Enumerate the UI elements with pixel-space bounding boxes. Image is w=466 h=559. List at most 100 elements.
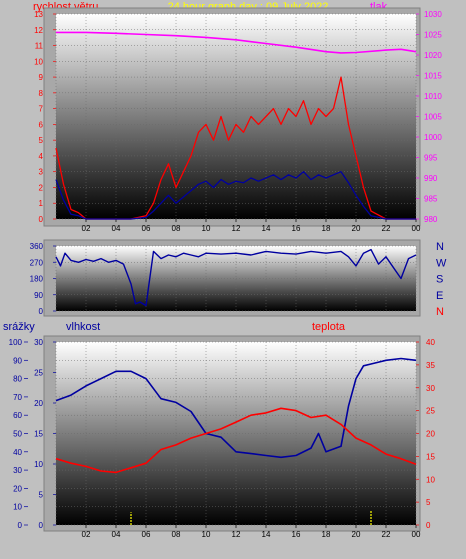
compass-label: N (436, 306, 444, 318)
temperature-label: teplota (312, 321, 346, 333)
x-tick-label: 02 (82, 530, 91, 539)
rain-axis: 0 10 20 30 40 50 60 70 80 90 100 (9, 338, 28, 530)
y-tick-label: 5 (426, 498, 431, 507)
y-tick-label: 1015 (424, 72, 442, 81)
y-tick-label: 40 (426, 338, 435, 347)
y-tick-label: 20 (34, 399, 43, 408)
x-tick-label: 16 (292, 530, 301, 539)
series-humidity (55, 357, 417, 459)
compass-label: W (436, 257, 447, 269)
y-tick-label: 5 (39, 136, 44, 145)
x-tick-label: 18 (322, 224, 331, 233)
y-tick-label: 980 (424, 215, 438, 224)
x-tick-label: 06 (142, 530, 151, 539)
y-tick-label: 90 (13, 356, 22, 365)
y-tick-label: 360 (30, 242, 44, 251)
x-tick-label: 00 (412, 224, 421, 233)
y-tick-label: 20 (426, 430, 435, 439)
series-temperature (55, 407, 417, 474)
x-tick-label: 12 (232, 224, 241, 233)
compass-label: S (436, 274, 443, 286)
x-tick-label: 16 (292, 224, 301, 233)
y-tick-label: 12 (34, 26, 43, 35)
y-tick-label: 1005 (424, 113, 442, 122)
y-tick-label: 40 (13, 448, 22, 457)
y-tick-label: 80 (13, 375, 22, 384)
temperature-axis: 0 5 10 15 20 25 30 35 40 (416, 338, 435, 530)
y-tick-label: 5 (39, 491, 44, 500)
y-tick-label: 10 (13, 503, 22, 512)
humidity-chart-time-axis: 02 04 06 08 10 12 14 16 18 20 22 00 (82, 525, 421, 539)
y-tick-label: 0 (39, 215, 44, 224)
y-tick-label: 10 (34, 460, 43, 469)
y-tick-label: 50 (13, 430, 22, 439)
x-tick-label: 22 (382, 530, 391, 539)
y-tick-label: 30 (426, 384, 435, 393)
x-tick-label: 20 (352, 224, 361, 233)
x-tick-label: 04 (112, 530, 121, 539)
y-tick-label: 30 (34, 338, 43, 347)
y-tick-label: 35 (426, 361, 435, 370)
y-tick-label: 100 (9, 338, 23, 347)
humidity-axis: 0 5 10 15 20 25 30 (34, 338, 56, 530)
compass-label: E (436, 290, 443, 302)
x-tick-label: 04 (112, 224, 121, 233)
y-tick-label: 11 (35, 42, 44, 51)
series-avg (55, 171, 416, 220)
y-tick-label: 180 (30, 275, 44, 284)
y-tick-label: 20 (13, 484, 22, 493)
rain-label: srážky (3, 321, 35, 333)
y-tick-label: 0 (18, 521, 23, 530)
direction-chart-grid (55, 245, 417, 312)
compass-label: N (436, 241, 444, 253)
x-tick-label: 12 (232, 530, 241, 539)
y-tick-label: 13 (34, 10, 43, 19)
wind-chart-time-axis: 02 04 06 08 10 12 14 16 18 20 22 00 (82, 219, 421, 233)
y-tick-label: 4 (39, 152, 44, 161)
x-tick-label: 14 (262, 224, 271, 233)
x-tick-label: 20 (352, 530, 361, 539)
y-tick-label: 60 (13, 411, 22, 420)
x-tick-label: 08 (172, 530, 181, 539)
y-tick-label: 995 (424, 154, 438, 163)
y-tick-label: 15 (426, 452, 435, 461)
y-tick-label: 0 (39, 307, 44, 316)
pressure-axis: 980 985 990 995 1000 1005 1010 1015 1020 1025 1030 (416, 10, 442, 224)
y-tick-label: 270 (30, 258, 44, 267)
y-tick-label: 1010 (424, 92, 442, 101)
y-tick-label: 3 (39, 168, 44, 177)
x-tick-label: 22 (382, 224, 391, 233)
y-tick-label: 30 (13, 466, 22, 475)
y-tick-label: 7 (39, 105, 44, 114)
y-tick-label: 90 (34, 291, 43, 300)
direction-chart-series (55, 248, 417, 307)
y-tick-label: 9 (39, 73, 44, 82)
x-tick-label: 10 (202, 224, 211, 233)
y-tick-label: 1030 (424, 10, 442, 19)
y-tick-label: 990 (424, 174, 438, 183)
x-tick-label: 10 (202, 530, 211, 539)
y-tick-label: 8 (39, 89, 44, 98)
y-tick-label: 15 (34, 430, 43, 439)
direction-axis: 0 90 180 270 360 (30, 242, 56, 316)
y-tick-label: 25 (426, 407, 435, 416)
y-tick-label: 1025 (424, 31, 442, 40)
x-tick-label: 18 (322, 530, 331, 539)
y-tick-label: 25 (34, 369, 43, 378)
wind-chart-series (55, 31, 417, 220)
x-tick-label: 06 (142, 224, 151, 233)
y-tick-label: 10 (426, 475, 435, 484)
x-tick-label: 00 (412, 530, 421, 539)
y-tick-label: 1020 (424, 51, 442, 60)
y-tick-label: 1000 (424, 133, 442, 142)
y-tick-label: 2 (39, 183, 44, 192)
x-tick-label: 02 (82, 224, 91, 233)
y-tick-label: 6 (39, 120, 44, 129)
humidity-chart-series (55, 357, 417, 525)
humidity-label: vlhkost (66, 321, 100, 333)
y-tick-label: 10 (34, 57, 43, 66)
y-tick-label: 985 (424, 195, 438, 204)
